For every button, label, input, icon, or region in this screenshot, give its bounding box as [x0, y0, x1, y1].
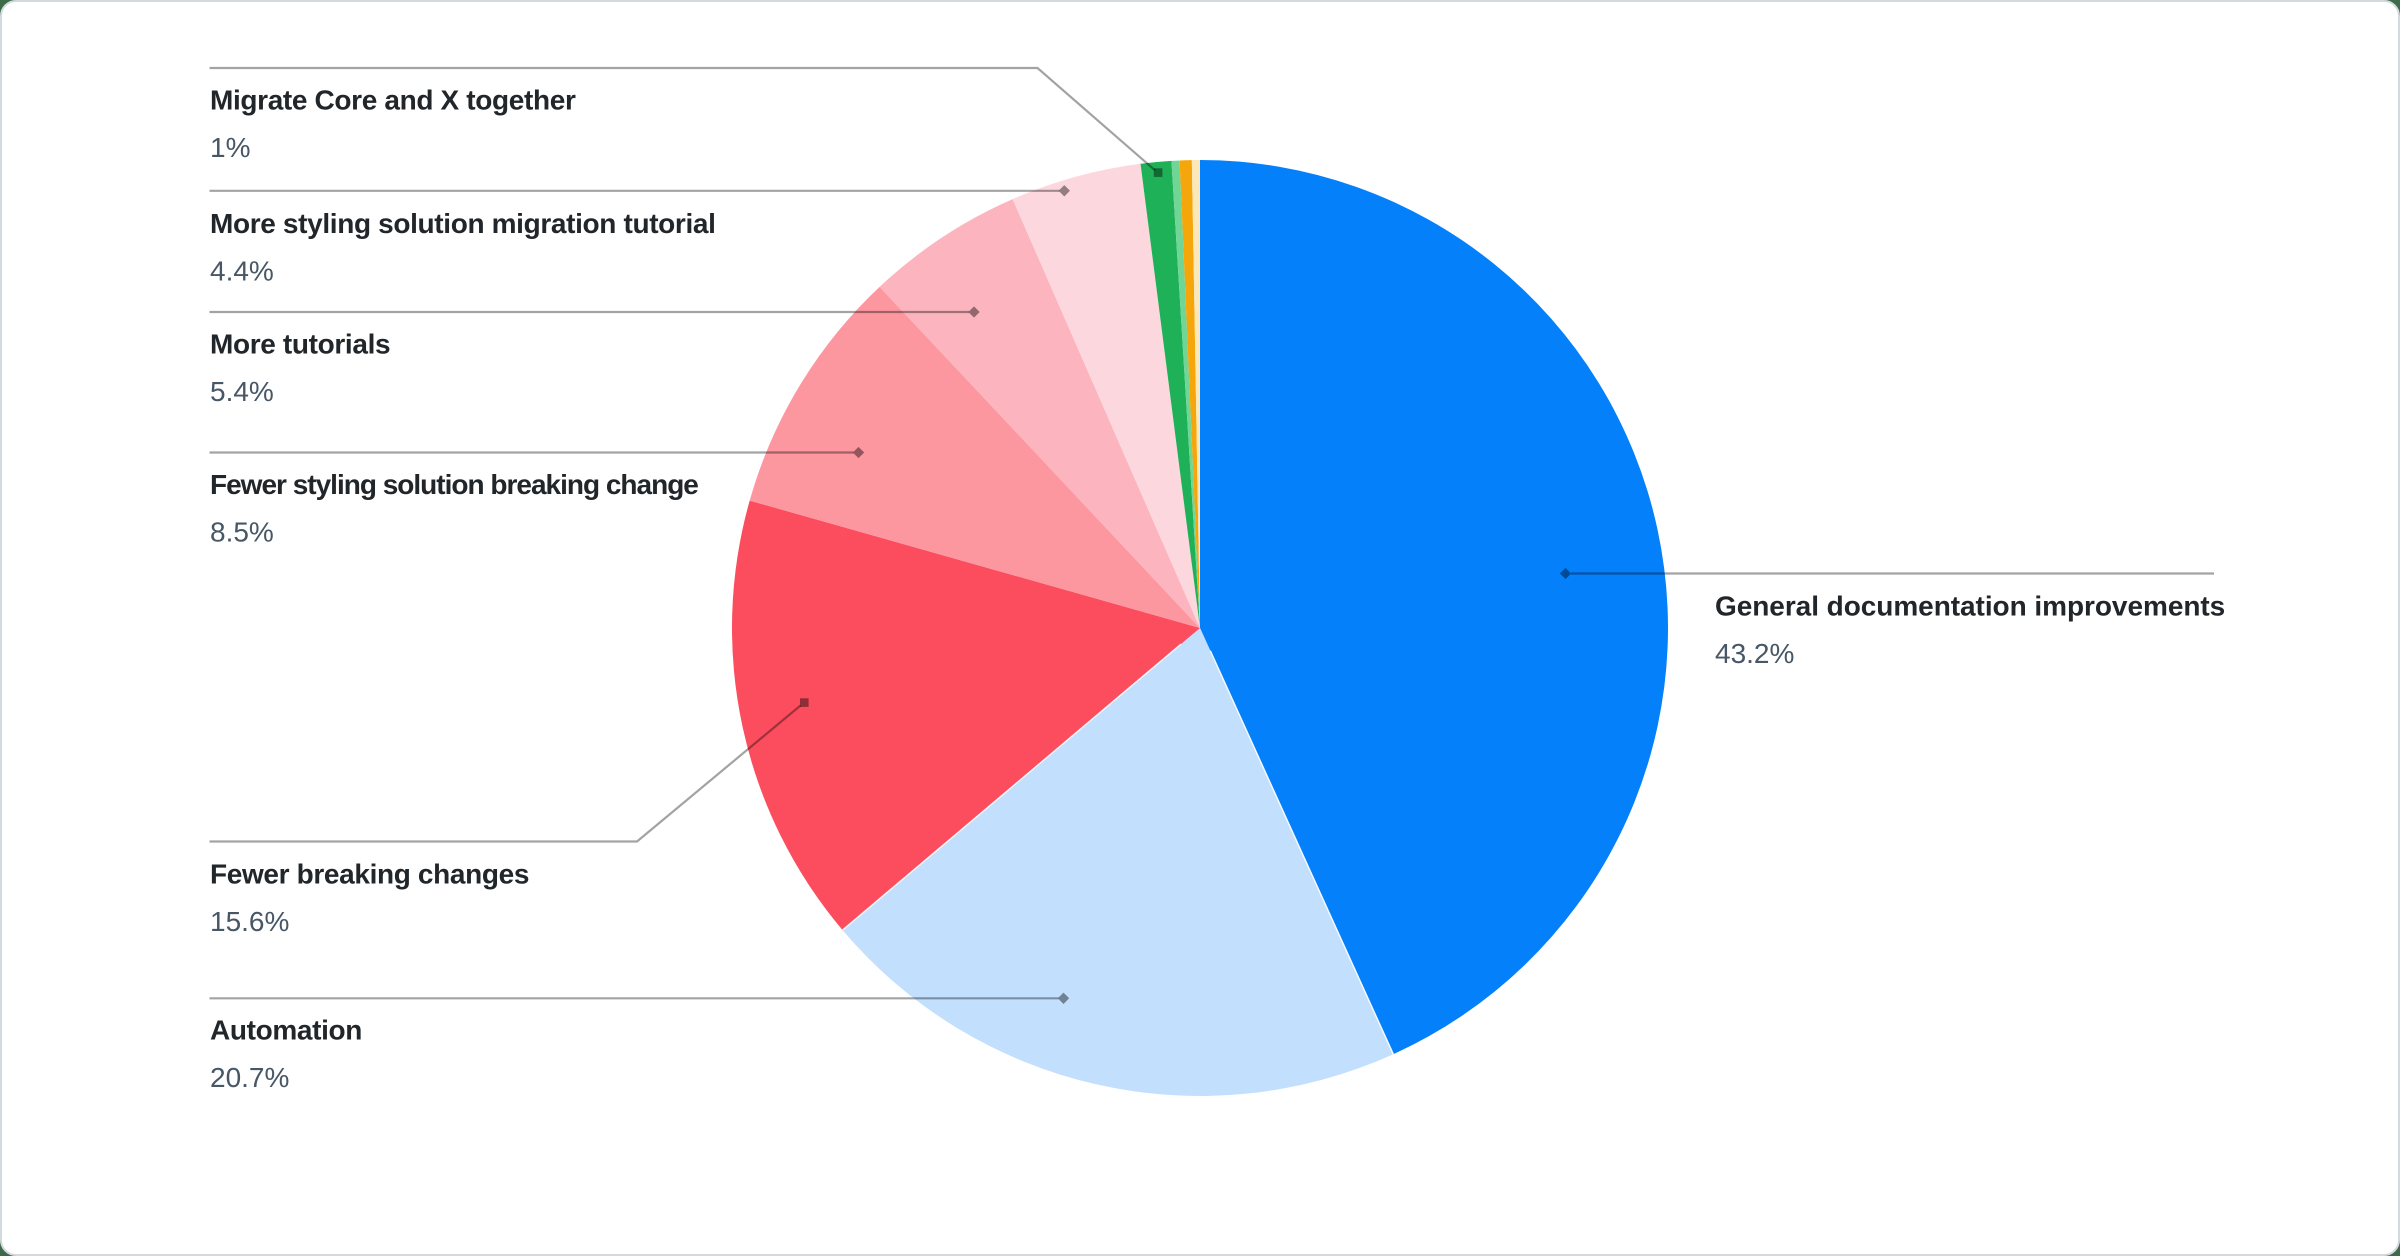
svg-text:Migrate Core and X together: Migrate Core and X together — [210, 85, 576, 116]
svg-text:Automation: Automation — [210, 1015, 362, 1046]
svg-text:5.4%: 5.4% — [210, 376, 274, 407]
svg-text:More styling solution migratio: More styling solution migration tutorial — [210, 208, 716, 239]
svg-text:43.2%: 43.2% — [1715, 638, 1794, 669]
svg-text:Fewer breaking changes: Fewer breaking changes — [210, 859, 529, 890]
svg-text:Fewer styling solution breakin: Fewer styling solution breaking change — [210, 469, 698, 500]
svg-text:1%: 1% — [210, 132, 250, 163]
svg-text:20.7%: 20.7% — [210, 1062, 289, 1093]
svg-text:General documentation improvem: General documentation improvements — [1715, 591, 2225, 622]
svg-text:8.5%: 8.5% — [210, 517, 274, 548]
svg-text:More tutorials: More tutorials — [210, 329, 390, 360]
svg-text:15.6%: 15.6% — [210, 906, 289, 937]
svg-text:4.4%: 4.4% — [210, 256, 274, 287]
